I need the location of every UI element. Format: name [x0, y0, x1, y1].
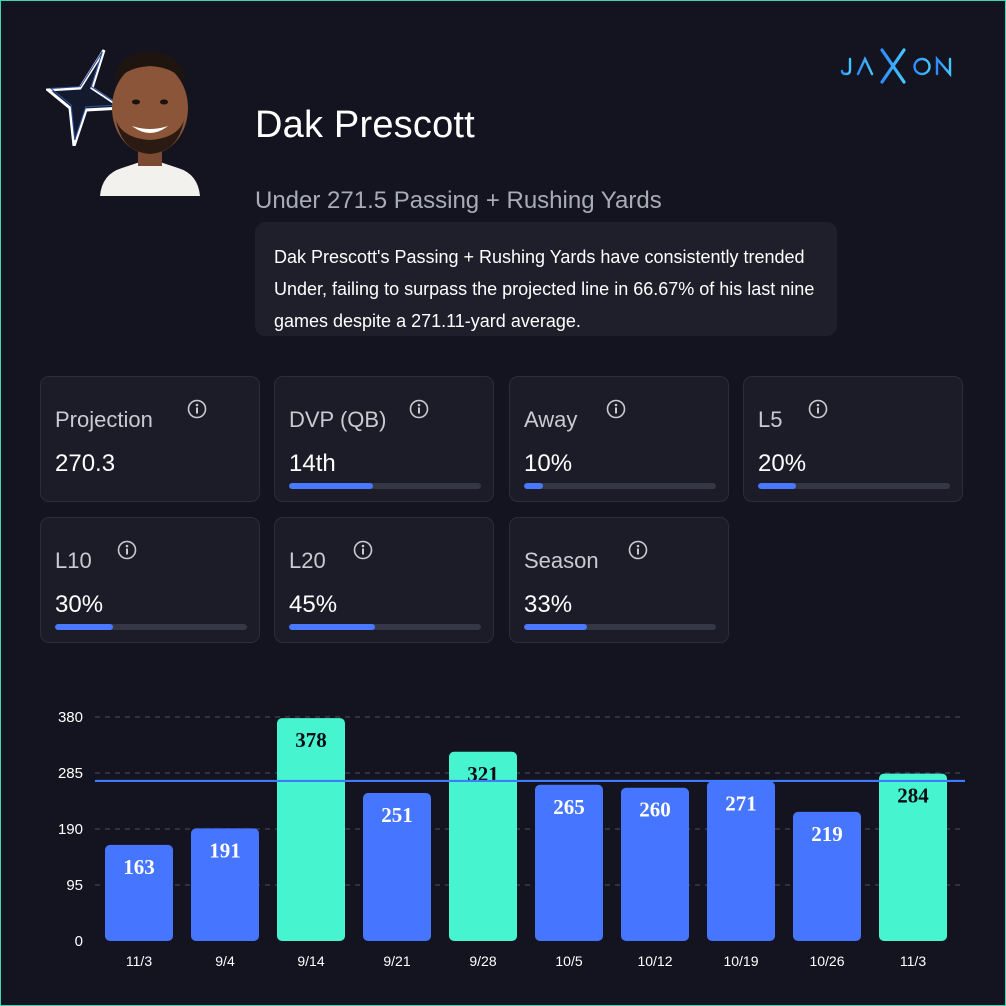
y-tick-label: 0: [75, 933, 83, 950]
analysis-summary: Dak Prescott's Passing + Rushing Yards h…: [255, 222, 837, 336]
x-tick-label: 9/21: [383, 953, 410, 969]
x-tick-label: 9/4: [215, 953, 235, 969]
stat-value: 45%: [289, 591, 338, 618]
x-tick-label: 10/12: [637, 953, 672, 969]
bar: [363, 793, 431, 941]
stat-value: 10%: [524, 450, 573, 477]
bar: [621, 787, 689, 941]
stat-value: 270.3: [55, 450, 116, 477]
bar: [535, 784, 603, 941]
bar-value-label: 251: [381, 803, 413, 827]
progress-fill: [524, 624, 588, 630]
stat-card-projection: Projection 270.3: [40, 376, 260, 502]
stat-value: 20%: [758, 450, 807, 477]
progress-track: [758, 483, 950, 489]
bar-value-label: 265: [553, 795, 585, 819]
stat-card-l10: L10 30%: [40, 517, 260, 643]
bar-value-label: 163: [123, 855, 155, 879]
bar: [793, 811, 861, 941]
stat-card-l5: L5 20%: [743, 376, 963, 502]
bar: [449, 751, 517, 941]
bar-value-label: 191: [209, 838, 241, 862]
bar: [879, 773, 947, 941]
progress-fill: [289, 483, 374, 489]
stat-value: 33%: [524, 591, 573, 618]
y-tick-label: 190: [58, 821, 83, 838]
y-tick-label: 95: [66, 877, 83, 894]
stat-label: L20: [289, 548, 326, 573]
bar: [277, 718, 345, 941]
bar: [707, 781, 775, 941]
stat-label: Season: [524, 548, 599, 573]
progress-fill: [758, 483, 797, 489]
player-avatar: [100, 52, 200, 196]
stat-value: 14th: [289, 450, 336, 477]
info-icon[interactable]: [117, 540, 137, 560]
bar-value-label: 378: [295, 728, 327, 752]
game-log-chart: 0 95 190 285 380 163 11/3 191 9/4 378 9/14 251 9/21 3…: [58, 709, 965, 969]
bar-value-label: 321: [467, 762, 499, 786]
stat-label: Away: [524, 407, 578, 432]
progress-track: [55, 624, 247, 630]
x-tick-label: 9/14: [297, 953, 324, 969]
y-tick-label: 285: [58, 765, 83, 782]
info-icon[interactable]: [628, 540, 648, 560]
progress-fill: [289, 624, 376, 630]
star-icon: [46, 49, 116, 146]
x-tick-label: 11/3: [900, 953, 926, 969]
stat-card-season: Season 33%: [509, 517, 729, 643]
bar-value-label: 271: [725, 791, 757, 815]
x-tick-label: 10/19: [723, 953, 758, 969]
info-icon[interactable]: [606, 399, 626, 419]
prop-title: Under 271.5 Passing + Rushing Yards: [255, 187, 662, 214]
stat-label: DVP (QB): [289, 407, 387, 432]
bar: [191, 828, 259, 941]
progress-track: [289, 483, 481, 489]
jaxon-logo: [840, 48, 952, 84]
player-name: Dak Prescott: [255, 104, 475, 146]
stat-label: Projection: [55, 407, 153, 432]
progress-fill: [55, 624, 113, 630]
stat-value: 30%: [55, 591, 104, 618]
bar-value-label: 284: [897, 784, 929, 808]
x-tick-label: 11/3: [126, 953, 152, 969]
bar-value-label: 260: [639, 798, 671, 822]
x-tick-label: 10/26: [809, 953, 844, 969]
info-icon[interactable]: [409, 399, 429, 419]
info-icon[interactable]: [808, 399, 828, 419]
x-tick-label: 9/28: [469, 953, 496, 969]
bar: [105, 844, 173, 941]
progress-track: [289, 624, 481, 630]
stat-label: L5: [758, 407, 783, 432]
bar-value-label: 219: [811, 822, 843, 846]
info-icon[interactable]: [353, 540, 373, 560]
stat-label: L10: [55, 548, 92, 573]
info-icon[interactable]: [187, 399, 207, 419]
stat-card-dvp-qb: DVP (QB) 14th: [274, 376, 494, 502]
progress-track: [524, 624, 716, 630]
stat-card-l20: L20 45%: [274, 517, 494, 643]
progress-track: [524, 483, 716, 489]
progress-fill: [524, 483, 544, 489]
stat-card-away: Away 10%: [509, 376, 729, 502]
x-tick-label: 10/5: [555, 953, 582, 969]
y-tick-label: 380: [58, 709, 83, 726]
